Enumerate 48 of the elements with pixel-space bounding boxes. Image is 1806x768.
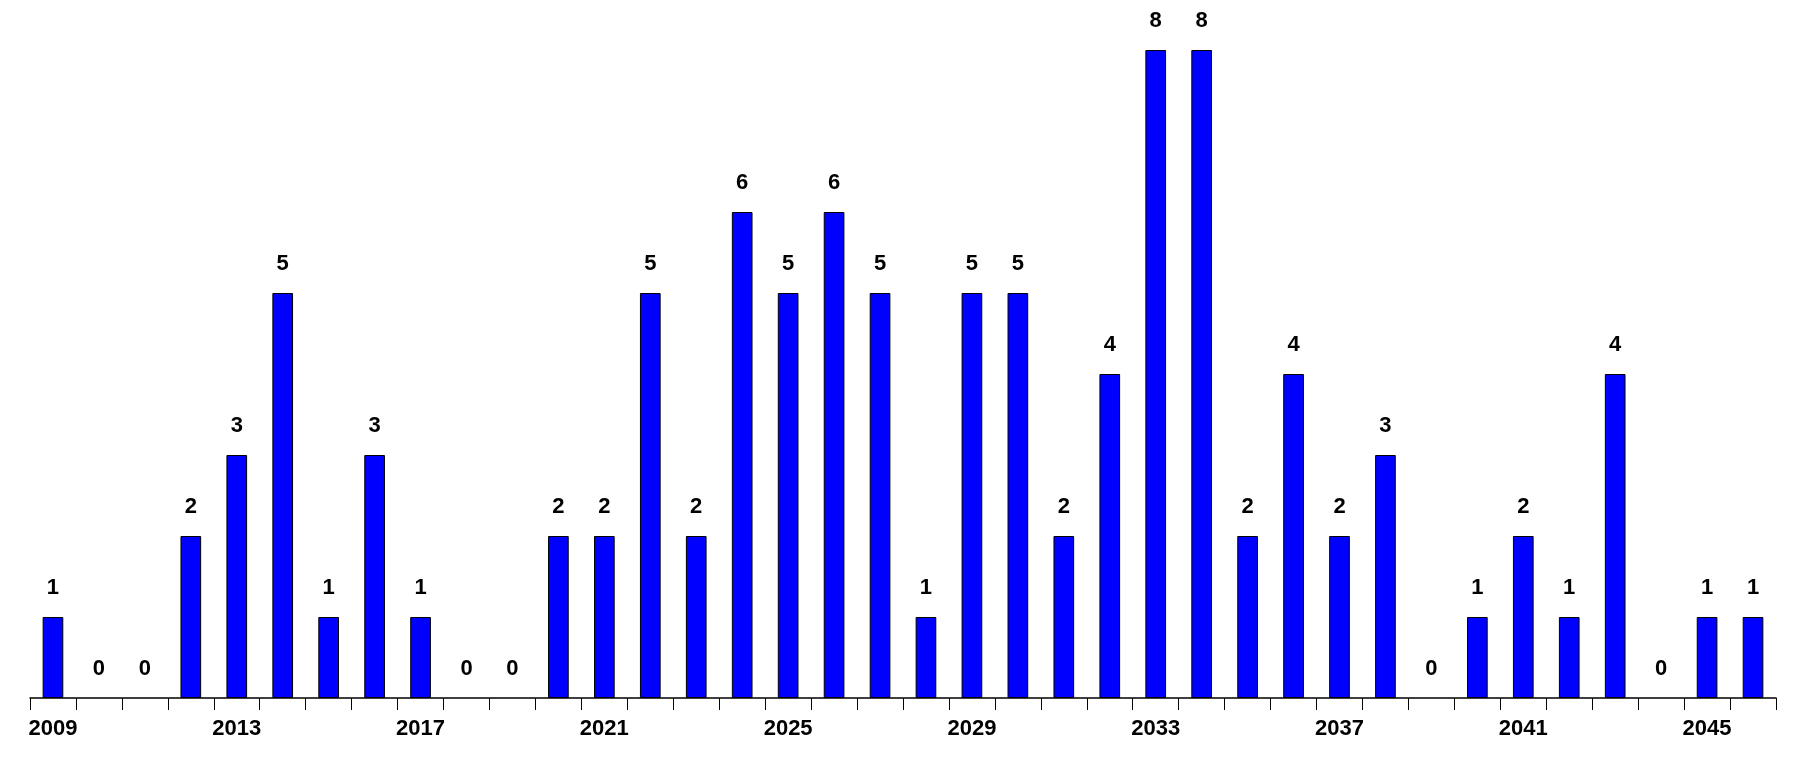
x-tick-label: 2013 bbox=[212, 714, 262, 740]
x-tick-label: 2017 bbox=[396, 714, 446, 740]
x-tick-label: 2033 bbox=[1131, 714, 1181, 740]
data-label: 8 bbox=[1149, 6, 1162, 32]
data-label: 2 bbox=[184, 492, 197, 518]
data-label: 6 bbox=[736, 168, 749, 194]
data-label: 2 bbox=[1333, 492, 1346, 518]
data-label: 8 bbox=[1195, 6, 1208, 32]
data-label: 2 bbox=[1241, 492, 1254, 518]
data-label: 1 bbox=[919, 573, 933, 599]
data-label: 5 bbox=[644, 249, 657, 275]
data-label: 2 bbox=[1057, 492, 1070, 518]
data-label: 0 bbox=[92, 654, 106, 680]
data-label: 4 bbox=[1287, 330, 1301, 356]
data-label: 2 bbox=[552, 492, 565, 518]
data-label: 3 bbox=[230, 411, 243, 437]
data-label: 0 bbox=[460, 654, 473, 680]
data-label: 4 bbox=[1103, 330, 1117, 356]
data-label: 0 bbox=[1655, 654, 1668, 680]
x-tick-label: 2045 bbox=[1682, 714, 1732, 740]
data-label: 1 bbox=[1563, 573, 1576, 599]
data-label: 2 bbox=[598, 492, 611, 518]
data-label: 2 bbox=[690, 492, 703, 518]
data-label: 4 bbox=[1609, 330, 1623, 356]
data-label: 3 bbox=[1379, 411, 1392, 437]
x-tick-label: 2021 bbox=[579, 714, 629, 740]
data-label: 1 bbox=[46, 573, 60, 599]
data-label: 5 bbox=[965, 249, 979, 275]
x-tick-label: 2037 bbox=[1315, 714, 1364, 740]
data-label: 0 bbox=[138, 654, 151, 680]
data-label: 1 bbox=[322, 573, 335, 599]
x-tick-label: 2041 bbox=[1498, 714, 1548, 740]
data-label: 0 bbox=[1425, 654, 1438, 680]
data-label: 5 bbox=[782, 249, 795, 275]
data-label: 5 bbox=[276, 249, 289, 275]
data-label: 5 bbox=[873, 249, 887, 275]
data-label: 2 bbox=[1517, 492, 1530, 518]
x-tick-label: 2029 bbox=[947, 714, 997, 740]
data-label: 1 bbox=[1700, 573, 1714, 599]
data-label: 1 bbox=[1471, 573, 1484, 599]
data-label: 0 bbox=[506, 654, 519, 680]
x-tick-label: 2009 bbox=[28, 714, 78, 740]
x-tick-label: 2025 bbox=[763, 714, 813, 740]
data-label: 3 bbox=[368, 411, 381, 437]
data-label: 5 bbox=[1011, 249, 1024, 275]
data-label: 6 bbox=[827, 168, 841, 194]
data-label: 1 bbox=[1746, 573, 1760, 599]
data-label: 1 bbox=[414, 573, 427, 599]
